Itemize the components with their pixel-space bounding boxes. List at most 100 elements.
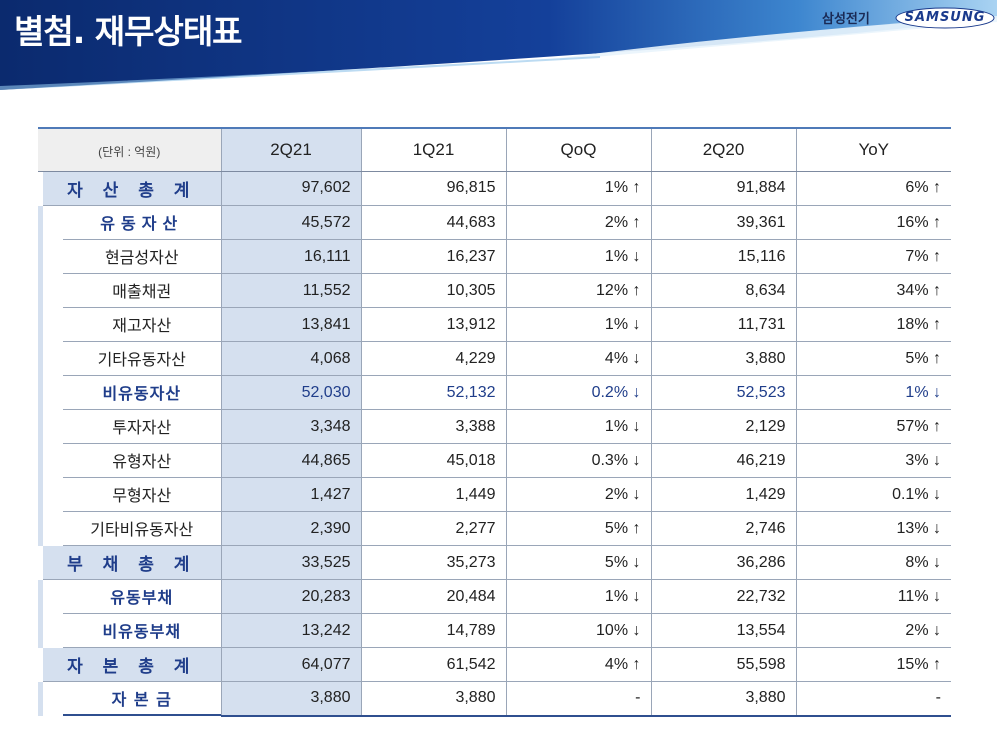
value-cell: 2% ↓ xyxy=(505,477,651,512)
value-cell: 44,865 xyxy=(220,443,361,478)
row-label-cell: 자 본 총 계 xyxy=(38,647,221,682)
value-cell: 13,841 xyxy=(220,307,361,342)
column-header: QoQ xyxy=(505,127,651,172)
value-cell: 45,018 xyxy=(360,443,506,478)
value-cell: 2% ↓ xyxy=(795,613,951,648)
row-label: 유동부채 xyxy=(63,579,221,614)
value-cell: 52,523 xyxy=(650,375,796,410)
column-header: 2Q21 xyxy=(220,127,361,172)
row-label-cell: 비유동부채 xyxy=(38,613,221,648)
value-cell: 8% ↓ xyxy=(795,545,951,580)
value-cell: 91,884 xyxy=(650,171,796,206)
value-cell: 6% ↑ xyxy=(795,171,951,206)
column-header: 2Q20 xyxy=(650,127,796,172)
table-row: 자 산 총 계 97,602 96,815 1% ↑ 91,884 6% ↑ xyxy=(38,171,951,206)
value-cell: 3% ↓ xyxy=(795,443,951,478)
unit-label: (단위 : 억원) xyxy=(38,127,221,172)
value-cell: 57% ↑ xyxy=(795,409,951,444)
row-label-cell: 현금성자산 xyxy=(38,239,221,274)
column-header: 1Q21 xyxy=(360,127,506,172)
value-cell: 46,219 xyxy=(650,443,796,478)
value-cell: 3,880 xyxy=(650,341,796,376)
row-label-cell: 투자자산 xyxy=(38,409,221,444)
company-name: 삼성전기 xyxy=(822,12,870,27)
row-label-cell: 부 채 총 계 xyxy=(38,545,221,580)
value-cell: 1% ↓ xyxy=(505,239,651,274)
value-cell: 1% ↑ xyxy=(505,171,651,206)
row-label: 유형자산 xyxy=(63,443,221,478)
value-cell: 16% ↑ xyxy=(795,205,951,240)
value-cell: 10,305 xyxy=(360,273,506,308)
value-cell: 5% ↑ xyxy=(505,511,651,546)
row-label-cell: 유동부채 xyxy=(38,579,221,614)
value-cell: 16,237 xyxy=(360,239,506,274)
value-cell: 14,789 xyxy=(360,613,506,648)
table-row: 재고자산 13,841 13,912 1% ↓ 11,731 18% ↑ xyxy=(38,307,951,342)
value-cell: 2,277 xyxy=(360,511,506,546)
value-cell: 10% ↓ xyxy=(505,613,651,648)
value-cell: 20,283 xyxy=(220,579,361,614)
value-cell: 13,912 xyxy=(360,307,506,342)
table-row: 무형자산 1,427 1,449 2% ↓ 1,429 0.1% ↓ xyxy=(38,477,951,512)
value-cell: 36,286 xyxy=(650,545,796,580)
table-header-row: (단위 : 억원) 2Q21 1Q21 QoQ 2Q20 YoY xyxy=(38,127,951,172)
row-label-cell: 자 산 총 계 xyxy=(38,171,221,206)
value-cell: 1,427 xyxy=(220,477,361,512)
row-label-cell: 무형자산 xyxy=(38,477,221,512)
value-cell: 11,552 xyxy=(220,273,361,308)
table-row: 현금성자산 16,111 16,237 1% ↓ 15,116 7% ↑ xyxy=(38,239,951,274)
row-label: 자 산 총 계 xyxy=(43,171,221,206)
value-cell: 18% ↑ xyxy=(795,307,951,342)
value-cell: 35,273 xyxy=(360,545,506,580)
header-banner: 별첨. 재무상태표 삼성전기 SAMSUNG xyxy=(0,0,997,92)
value-cell: 45,572 xyxy=(220,205,361,240)
value-cell: 16,111 xyxy=(220,239,361,274)
value-cell: 3,388 xyxy=(360,409,506,444)
value-cell: - xyxy=(795,681,951,717)
value-cell: 1,449 xyxy=(360,477,506,512)
row-label-cell: 유형자산 xyxy=(38,443,221,478)
value-cell: 1% ↓ xyxy=(505,579,651,614)
value-cell: 3,880 xyxy=(650,681,796,717)
row-label-cell: 매출채권 xyxy=(38,273,221,308)
table-row: 투자자산 3,348 3,388 1% ↓ 2,129 57% ↑ xyxy=(38,409,951,444)
value-cell: 3,348 xyxy=(220,409,361,444)
value-cell: 1,429 xyxy=(650,477,796,512)
table-row: 자 본 총 계 64,077 61,542 4% ↑ 55,598 15% ↑ xyxy=(38,647,951,682)
table-row: 기타유동자산 4,068 4,229 4% ↓ 3,880 5% ↑ xyxy=(38,341,951,376)
table-row: 매출채권 11,552 10,305 12% ↑ 8,634 34% ↑ xyxy=(38,273,951,308)
row-label-cell: 재고자산 xyxy=(38,307,221,342)
row-label: 부 채 총 계 xyxy=(43,545,221,580)
row-label: 기타비유동자산 xyxy=(63,511,221,546)
table-row: 유형자산 44,865 45,018 0.3% ↓ 46,219 3% ↓ xyxy=(38,443,951,478)
value-cell: 44,683 xyxy=(360,205,506,240)
row-label: 기타유동자산 xyxy=(63,341,221,376)
value-cell: 11,731 xyxy=(650,307,796,342)
table-row: 비유동자산 52,030 52,132 0.2% ↓ 52,523 1% ↓ xyxy=(38,375,951,410)
balance-sheet-table: (단위 : 억원) 2Q21 1Q21 QoQ 2Q20 YoY 자 산 총 계… xyxy=(38,127,951,717)
value-cell: 13,554 xyxy=(650,613,796,648)
row-label: 현금성자산 xyxy=(63,239,221,274)
value-cell: 52,030 xyxy=(220,375,361,410)
table-row: 유동자산 45,572 44,683 2% ↑ 39,361 16% ↑ xyxy=(38,205,951,240)
value-cell: 13,242 xyxy=(220,613,361,648)
value-cell: 2,746 xyxy=(650,511,796,546)
value-cell: 11% ↓ xyxy=(795,579,951,614)
value-cell: 3,880 xyxy=(360,681,506,717)
row-label: 무형자산 xyxy=(63,477,221,512)
row-label: 자 본 금 xyxy=(63,681,221,716)
value-cell: 12% ↑ xyxy=(505,273,651,308)
value-cell: 33,525 xyxy=(220,545,361,580)
value-cell: 3,880 xyxy=(220,681,361,717)
value-cell: 0.2% ↓ xyxy=(505,375,651,410)
value-cell: 13% ↓ xyxy=(795,511,951,546)
value-cell: - xyxy=(505,681,651,717)
row-label: 투자자산 xyxy=(63,409,221,444)
table-row: 유동부채 20,283 20,484 1% ↓ 22,732 11% ↓ xyxy=(38,579,951,614)
value-cell: 8,634 xyxy=(650,273,796,308)
table-row: 비유동부채 13,242 14,789 10% ↓ 13,554 2% ↓ xyxy=(38,613,951,648)
value-cell: 4,068 xyxy=(220,341,361,376)
value-cell: 4% ↑ xyxy=(505,647,651,682)
value-cell: 20,484 xyxy=(360,579,506,614)
value-cell: 55,598 xyxy=(650,647,796,682)
